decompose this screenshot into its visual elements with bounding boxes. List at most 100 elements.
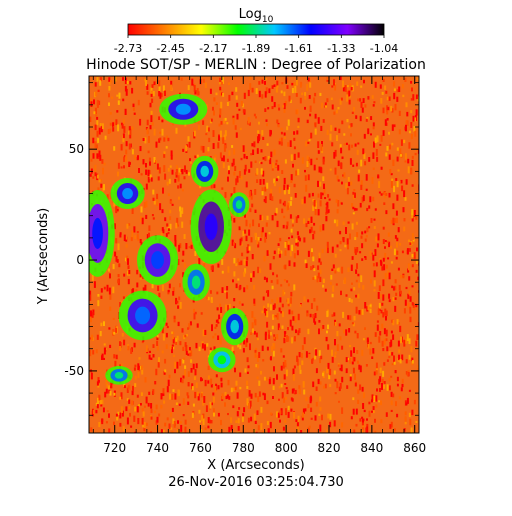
heatmap-cell <box>348 125 351 129</box>
heatmap-cell <box>403 308 406 314</box>
heatmap-cell <box>337 364 340 367</box>
heatmap-cell <box>279 237 282 242</box>
heatmap-cell <box>309 397 312 404</box>
heatmap-cell <box>148 354 151 360</box>
heatmap-cell <box>336 268 339 272</box>
heatmap-cell <box>369 348 372 355</box>
heatmap-cell <box>241 415 244 422</box>
heatmap-cell <box>132 288 135 295</box>
heatmap-cell <box>398 86 401 92</box>
heatmap-cell <box>200 312 203 315</box>
heatmap-cell <box>362 148 365 155</box>
heatmap-cell <box>297 235 300 241</box>
heatmap-cell <box>257 237 260 241</box>
heatmap-cell <box>123 165 125 169</box>
heatmap-cell <box>90 372 93 380</box>
heatmap-cell <box>386 240 389 243</box>
heatmap-cell <box>191 386 194 391</box>
heatmap-cell <box>120 144 123 151</box>
heatmap-cell <box>308 353 311 359</box>
heatmap-cell <box>177 420 179 424</box>
heatmap-cell <box>396 96 399 102</box>
heatmap-cell <box>110 381 113 389</box>
heatmap-cell <box>314 92 317 97</box>
heatmap-cell <box>342 86 345 92</box>
heatmap-cell <box>298 388 301 395</box>
heatmap-cell <box>364 256 367 259</box>
heatmap-cell <box>170 427 173 430</box>
heatmap-cell <box>128 270 131 275</box>
heatmap-cell <box>181 221 184 228</box>
heatmap-cell <box>167 137 170 142</box>
heatmap-cell <box>224 290 227 293</box>
heatmap-cell <box>228 304 231 308</box>
heatmap-cell <box>304 259 307 264</box>
heatmap-cell <box>313 199 316 207</box>
heatmap-cell <box>400 387 403 392</box>
heatmap-cell <box>156 340 159 346</box>
heatmap-cell <box>317 193 320 198</box>
polarization-region-core <box>92 217 103 249</box>
heatmap-cell <box>291 82 294 86</box>
heatmap-cell <box>382 239 385 244</box>
heatmap-cell <box>281 325 284 329</box>
heatmap-cell <box>190 417 193 420</box>
heatmap-cell <box>149 161 151 166</box>
heatmap-cell <box>334 355 337 358</box>
heatmap-cell <box>136 394 139 398</box>
heatmap-cell <box>104 135 107 140</box>
heatmap-cell <box>341 181 343 185</box>
heatmap-cell <box>350 181 353 186</box>
heatmap-cell <box>129 128 132 136</box>
heatmap-cell <box>386 118 389 121</box>
heatmap-cell <box>170 412 173 417</box>
heatmap-cell <box>415 94 418 100</box>
heatmap-cell <box>319 276 322 282</box>
heatmap-cell <box>341 422 344 428</box>
heatmap-cell <box>287 205 290 210</box>
heatmap-cell <box>283 337 286 344</box>
heatmap-cell <box>158 91 161 97</box>
heatmap-cell <box>123 381 126 387</box>
heatmap-cell <box>277 164 280 171</box>
heatmap-cell <box>250 275 253 282</box>
heatmap-cell <box>308 193 311 198</box>
heatmap-cell <box>223 134 226 140</box>
heatmap-cell <box>149 174 152 179</box>
heatmap-cell <box>281 82 284 85</box>
heatmap-cell <box>248 229 251 236</box>
heatmap-cell <box>178 244 181 252</box>
heatmap-cell <box>262 392 265 396</box>
heatmap-cell <box>271 299 274 303</box>
heatmap-cell <box>410 427 413 433</box>
heatmap-cell <box>262 430 265 433</box>
heatmap-cell <box>115 354 118 360</box>
colorbar-tick-label: -2.17 <box>199 42 227 55</box>
heatmap-cell <box>160 429 163 433</box>
heatmap-cell <box>250 161 253 168</box>
heatmap-cell <box>308 139 311 142</box>
chart-title: Hinode SOT/SP - MERLIN : Degree of Polar… <box>86 57 426 73</box>
heatmap-cell <box>219 89 222 96</box>
heatmap-cell <box>151 90 153 93</box>
heatmap-cell <box>326 241 329 248</box>
heatmap-cell <box>116 94 119 97</box>
heatmap-cell <box>91 274 94 281</box>
heatmap-cell <box>165 332 168 338</box>
heatmap-cell <box>166 386 169 393</box>
heatmap-cell <box>256 238 259 245</box>
heatmap-cell <box>374 249 377 256</box>
heatmap-cell <box>384 240 387 242</box>
heatmap-cell <box>207 365 210 370</box>
heatmap-cell <box>387 106 390 111</box>
heatmap-cell <box>389 144 391 150</box>
heatmap-cell <box>310 132 313 139</box>
heatmap-cell <box>293 284 296 291</box>
heatmap-cell <box>323 385 326 389</box>
heatmap-cell <box>171 407 174 412</box>
heatmap-cell <box>283 103 286 110</box>
heatmap-cell <box>363 79 365 84</box>
heatmap-cell <box>158 167 161 174</box>
heatmap-cell <box>263 308 266 314</box>
heatmap-cell <box>282 361 285 369</box>
